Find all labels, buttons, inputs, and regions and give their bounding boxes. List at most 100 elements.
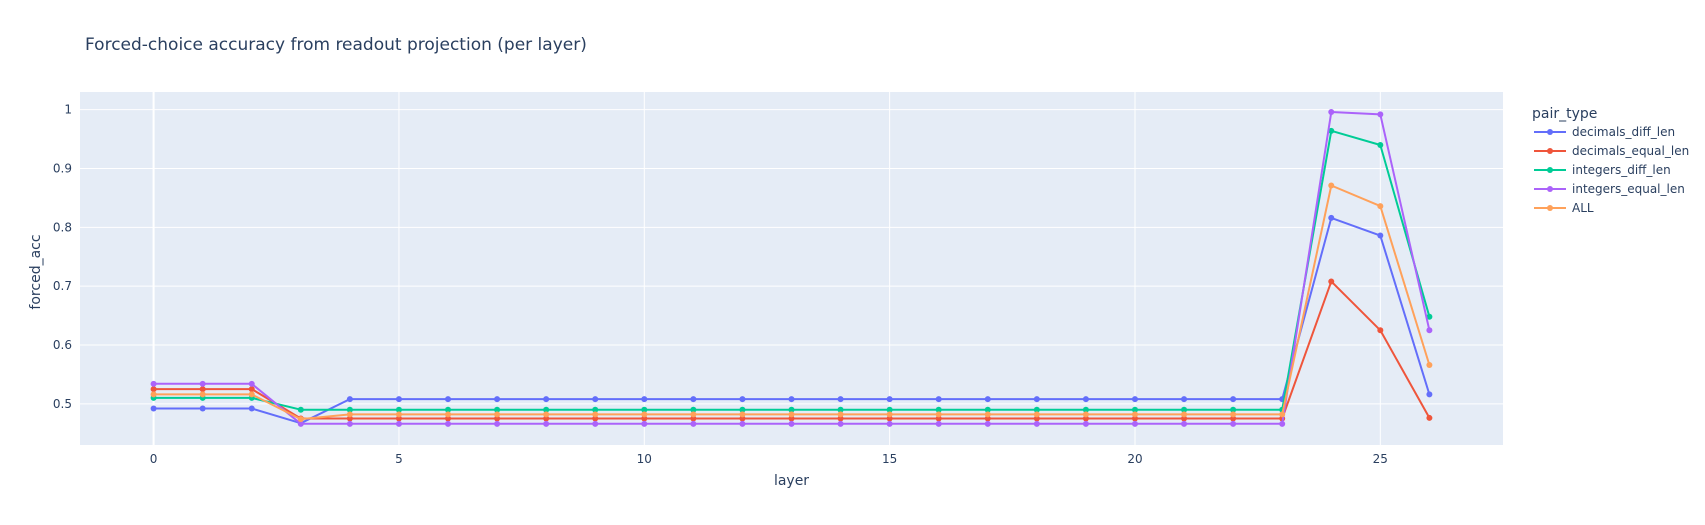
data-point[interactable]: [1181, 396, 1188, 403]
data-point[interactable]: [641, 415, 648, 422]
data-point[interactable]: [739, 420, 746, 427]
data-point[interactable]: [248, 380, 255, 387]
data-point[interactable]: [641, 406, 648, 413]
data-point[interactable]: [395, 396, 402, 403]
data-point[interactable]: [494, 420, 501, 427]
data-point[interactable]: [739, 406, 746, 413]
data-point[interactable]: [641, 420, 648, 427]
data-point[interactable]: [1279, 420, 1286, 427]
legend-item-integers_diff_len[interactable]: integers_diff_len: [1534, 163, 1671, 177]
data-point[interactable]: [886, 396, 893, 403]
data-point[interactable]: [935, 411, 942, 418]
data-point[interactable]: [1033, 415, 1040, 422]
data-point[interactable]: [543, 406, 550, 413]
data-point[interactable]: [199, 405, 206, 412]
data-point[interactable]: [1377, 141, 1384, 148]
data-point[interactable]: [837, 415, 844, 422]
data-point[interactable]: [1328, 214, 1335, 221]
data-point[interactable]: [1033, 411, 1040, 418]
data-point[interactable]: [690, 415, 697, 422]
data-point[interactable]: [739, 415, 746, 422]
data-point[interactable]: [395, 415, 402, 422]
data-point[interactable]: [1181, 415, 1188, 422]
data-point[interactable]: [641, 396, 648, 403]
data-point[interactable]: [592, 411, 599, 418]
data-point[interactable]: [445, 420, 452, 427]
data-point[interactable]: [837, 396, 844, 403]
data-point[interactable]: [935, 420, 942, 427]
data-point[interactable]: [886, 406, 893, 413]
legend-item-decimals_equal_len[interactable]: decimals_equal_len: [1534, 144, 1689, 158]
data-point[interactable]: [1230, 406, 1237, 413]
data-point[interactable]: [297, 420, 304, 427]
data-point[interactable]: [1082, 415, 1089, 422]
data-point[interactable]: [1230, 396, 1237, 403]
data-point[interactable]: [1426, 313, 1433, 320]
data-point[interactable]: [788, 406, 795, 413]
data-point[interactable]: [1131, 396, 1138, 403]
data-point[interactable]: [395, 411, 402, 418]
legend-item-ALL[interactable]: ALL: [1534, 201, 1594, 215]
data-point[interactable]: [248, 386, 255, 393]
data-point[interactable]: [641, 411, 648, 418]
data-point[interactable]: [150, 405, 157, 412]
data-point[interactable]: [494, 411, 501, 418]
data-point[interactable]: [1033, 420, 1040, 427]
data-point[interactable]: [690, 420, 697, 427]
data-point[interactable]: [1328, 109, 1335, 116]
data-point[interactable]: [1131, 420, 1138, 427]
data-point[interactable]: [150, 380, 157, 387]
data-point[interactable]: [494, 396, 501, 403]
series-ALL[interactable]: [150, 182, 1433, 423]
data-point[interactable]: [837, 420, 844, 427]
data-point[interactable]: [1328, 278, 1335, 285]
data-point[interactable]: [543, 396, 550, 403]
data-point[interactable]: [248, 391, 255, 398]
data-point[interactable]: [690, 411, 697, 418]
data-point[interactable]: [935, 406, 942, 413]
data-point[interactable]: [1328, 127, 1335, 134]
data-point[interactable]: [1377, 203, 1384, 210]
data-point[interactable]: [494, 415, 501, 422]
data-point[interactable]: [886, 415, 893, 422]
data-point[interactable]: [886, 411, 893, 418]
series-decimals_diff_len[interactable]: [150, 214, 1433, 427]
data-point[interactable]: [1181, 406, 1188, 413]
data-point[interactable]: [346, 415, 353, 422]
data-point[interactable]: [199, 391, 206, 398]
data-point[interactable]: [935, 396, 942, 403]
data-point[interactable]: [1131, 415, 1138, 422]
data-point[interactable]: [690, 396, 697, 403]
data-point[interactable]: [837, 406, 844, 413]
data-point[interactable]: [1230, 415, 1237, 422]
data-point[interactable]: [739, 396, 746, 403]
data-point[interactable]: [984, 406, 991, 413]
data-point[interactable]: [543, 411, 550, 418]
data-point[interactable]: [445, 406, 452, 413]
data-point[interactable]: [886, 420, 893, 427]
data-point[interactable]: [788, 411, 795, 418]
data-point[interactable]: [150, 391, 157, 398]
data-point[interactable]: [1377, 327, 1384, 334]
data-point[interactable]: [395, 406, 402, 413]
data-point[interactable]: [1131, 406, 1138, 413]
data-point[interactable]: [1033, 406, 1040, 413]
data-point[interactable]: [445, 411, 452, 418]
data-point[interactable]: [1377, 111, 1384, 118]
data-point[interactable]: [1082, 406, 1089, 413]
series-integers_diff_len[interactable]: [150, 127, 1433, 413]
data-point[interactable]: [1426, 361, 1433, 368]
data-point[interactable]: [199, 380, 206, 387]
data-point[interactable]: [199, 386, 206, 393]
data-point[interactable]: [543, 420, 550, 427]
data-point[interactable]: [1082, 396, 1089, 403]
data-point[interactable]: [690, 406, 697, 413]
data-point[interactable]: [346, 396, 353, 403]
data-point[interactable]: [445, 396, 452, 403]
legend[interactable]: pair_type decimals_diff_len decimals_equa…: [1532, 106, 1689, 215]
data-point[interactable]: [739, 411, 746, 418]
data-point[interactable]: [543, 415, 550, 422]
data-point[interactable]: [935, 415, 942, 422]
data-point[interactable]: [788, 415, 795, 422]
data-point[interactable]: [346, 411, 353, 418]
